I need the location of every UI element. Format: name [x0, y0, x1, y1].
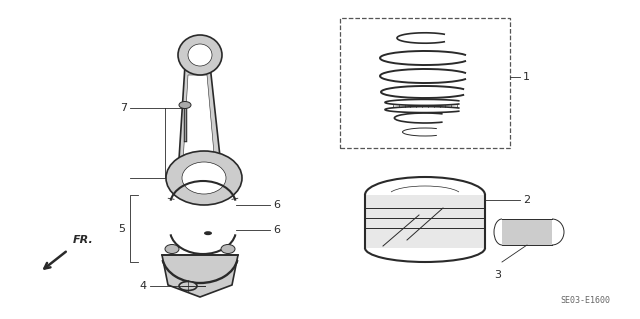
- Polygon shape: [162, 255, 238, 297]
- Text: 1: 1: [523, 71, 530, 81]
- Ellipse shape: [165, 244, 179, 254]
- Text: 7: 7: [120, 103, 127, 113]
- Ellipse shape: [178, 35, 222, 75]
- Polygon shape: [183, 75, 215, 168]
- Text: 4: 4: [140, 281, 147, 291]
- Text: 5: 5: [118, 224, 125, 234]
- Ellipse shape: [188, 44, 212, 66]
- Text: 2: 2: [523, 195, 530, 205]
- Ellipse shape: [166, 151, 242, 205]
- Text: 3: 3: [495, 270, 502, 280]
- Bar: [340, 18, 510, 148]
- Ellipse shape: [182, 162, 226, 194]
- Bar: [365, 195, 485, 248]
- Ellipse shape: [221, 244, 235, 254]
- Text: FR.: FR.: [73, 235, 93, 245]
- Text: 6: 6: [273, 200, 280, 210]
- Bar: [502, 219, 552, 245]
- Polygon shape: [178, 65, 222, 180]
- Text: SE03-E1600: SE03-E1600: [560, 296, 610, 305]
- Ellipse shape: [179, 101, 191, 108]
- Text: 6: 6: [273, 225, 280, 235]
- Circle shape: [204, 231, 212, 235]
- Circle shape: [179, 281, 197, 291]
